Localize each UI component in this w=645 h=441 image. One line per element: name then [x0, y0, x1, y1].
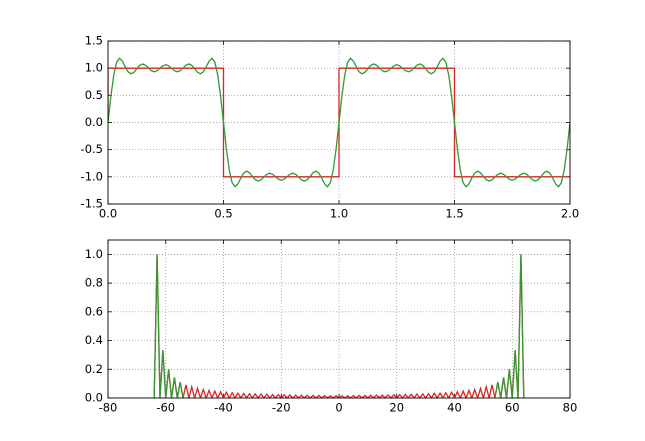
- y-tick-label: 0.0: [85, 115, 103, 129]
- x-tick-label: -20: [272, 401, 291, 415]
- x-tick-label: -60: [156, 401, 175, 415]
- x-tick-label: 2.0: [561, 207, 579, 221]
- y-tick-label: 0.2: [85, 362, 103, 376]
- y-tick-label: 1.5: [85, 34, 103, 48]
- x-tick-label: 1.0: [330, 207, 348, 221]
- y-tick-label: 0.5: [85, 88, 103, 102]
- x-tick-label: 1.5: [445, 207, 463, 221]
- y-tick-label: -1.5: [81, 197, 103, 211]
- x-tick-label: 60: [505, 401, 520, 415]
- y-tick-label: 0.8: [85, 276, 103, 290]
- axes-frame: [107, 239, 571, 399]
- series-line: [153, 254, 525, 398]
- x-tick-label: 0.0: [99, 207, 117, 221]
- y-tick-label: 1.0: [85, 247, 103, 261]
- x-tick-label: 20: [389, 401, 404, 415]
- axes-frame: [107, 40, 571, 205]
- y-tick-label: -0.5: [81, 142, 103, 156]
- x-tick-label: 0.5: [214, 207, 232, 221]
- x-tick-label: 0: [335, 401, 342, 415]
- x-tick-label: -80: [99, 401, 118, 415]
- x-tick-label: 80: [563, 401, 578, 415]
- series-line: [153, 254, 525, 398]
- y-tick-label: 0.4: [85, 333, 103, 347]
- plot-area: [153, 254, 525, 398]
- y-tick-label: 0.0: [85, 391, 103, 405]
- series-line: [108, 57, 570, 188]
- x-tick-label: -40: [214, 401, 233, 415]
- series-line: [108, 67, 570, 178]
- plot-area: [108, 57, 570, 188]
- x-tick-label: 40: [447, 401, 462, 415]
- y-tick-label: -1.0: [81, 169, 103, 183]
- y-tick-label: 0.6: [85, 304, 103, 318]
- y-tick-label: 1.0: [85, 61, 103, 75]
